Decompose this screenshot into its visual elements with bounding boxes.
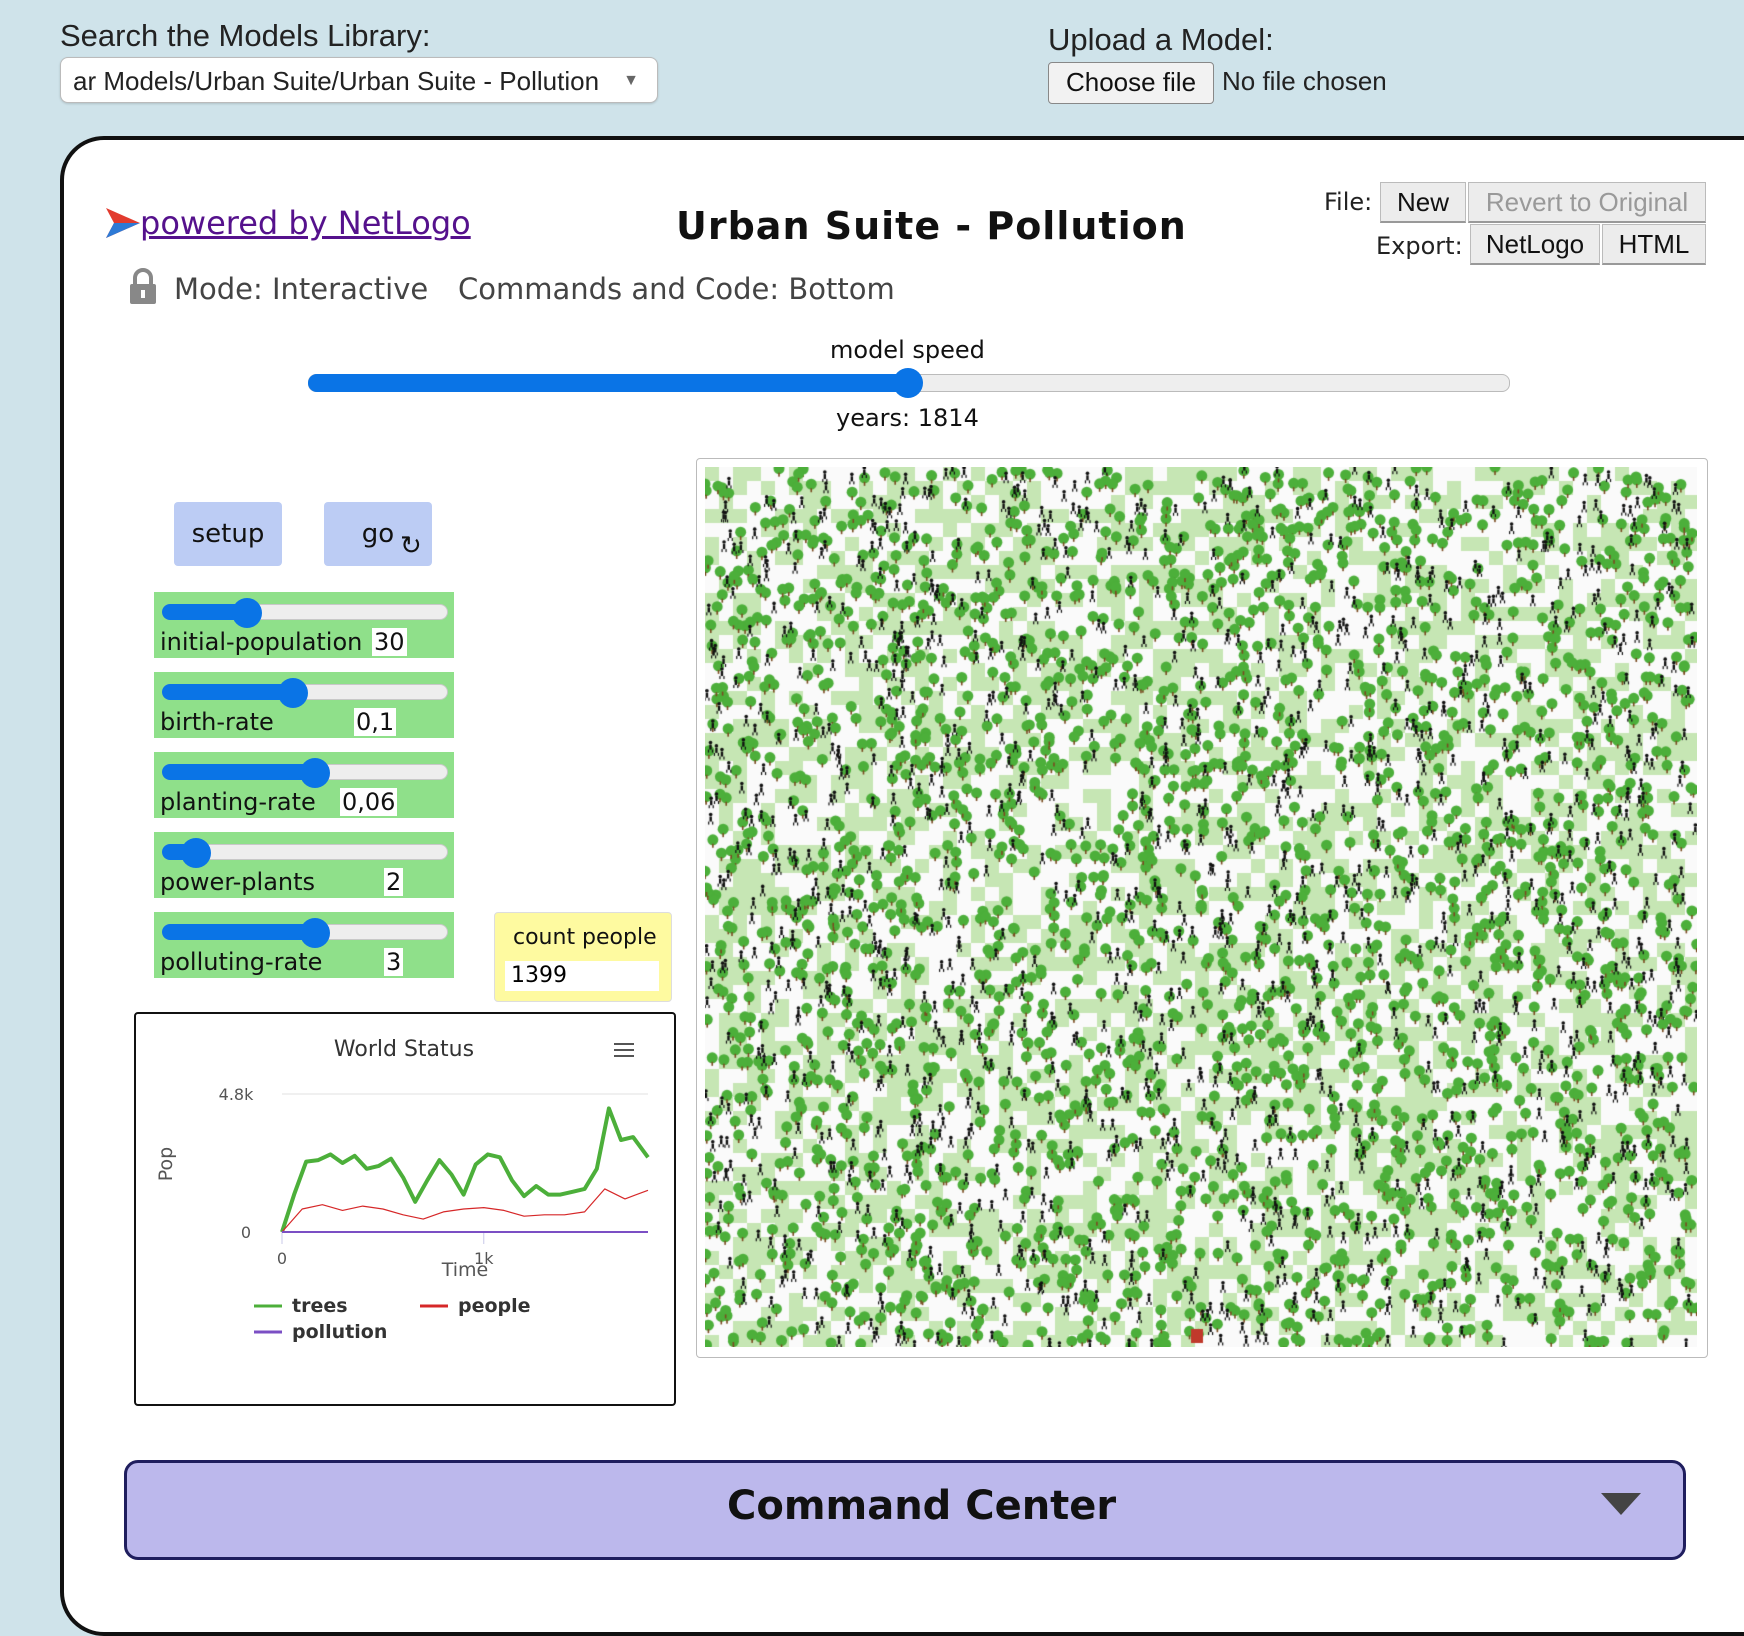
slider-name: birth-rate xyxy=(160,708,274,736)
file-label: File: xyxy=(1324,188,1373,216)
model-select[interactable]: ar Models/Urban Suite/Urban Suite - Poll… xyxy=(60,57,658,103)
slider-power-plants[interactable]: power-plants 2 xyxy=(154,832,454,898)
slider-fill xyxy=(162,924,315,940)
world-canvas[interactable] xyxy=(705,467,1697,1347)
chart-title: World Status xyxy=(334,1037,474,1062)
slider-fill xyxy=(162,684,293,700)
export-netlogo-button[interactable]: NetLogo xyxy=(1470,224,1600,265)
slider-thumb[interactable] xyxy=(300,758,330,788)
x-tick-label: 0 xyxy=(277,1249,287,1268)
speed-slider-thumb[interactable] xyxy=(893,368,923,398)
slider-fill xyxy=(162,764,315,780)
commands-position-toggle[interactable]: Commands and Code: Bottom xyxy=(458,272,895,306)
mode-toggle[interactable]: Mode: Interactive xyxy=(174,272,429,306)
slider-value: 30 xyxy=(372,628,407,656)
slider-value: 2 xyxy=(384,868,404,896)
slider-polluting-rate[interactable]: polluting-rate 3 xyxy=(154,912,454,978)
go-button[interactable]: go xyxy=(324,502,432,566)
slider-thumb[interactable] xyxy=(278,678,308,708)
slider-thumb[interactable] xyxy=(300,918,330,948)
model-title: Urban Suite - Pollution xyxy=(676,204,1187,248)
speed-label: model speed xyxy=(830,336,985,364)
command-center[interactable]: Command Center xyxy=(124,1460,1686,1560)
no-file-text: No file chosen xyxy=(1222,66,1387,96)
export-label: Export: xyxy=(1376,232,1463,260)
lock-icon[interactable] xyxy=(128,268,158,306)
slider-planting-rate[interactable]: planting-rate 0,06 xyxy=(154,752,454,818)
monitor-value: 1399 xyxy=(505,961,659,991)
slider-value: 3 xyxy=(384,948,404,976)
export-html-button[interactable]: HTML xyxy=(1602,224,1706,265)
world-view[interactable] xyxy=(696,458,1708,1358)
monitor-label: count people xyxy=(513,925,657,950)
go-button-label: go xyxy=(361,519,395,549)
model-select-value: ar Models/Urban Suite/Urban Suite - Poll… xyxy=(73,66,600,96)
legend-label-pollution: pollution xyxy=(292,1321,387,1343)
choose-file-button[interactable]: Choose file xyxy=(1048,62,1214,104)
speed-slider-fill xyxy=(308,374,908,392)
netlogo-logo-icon xyxy=(106,208,140,238)
slider-name: polluting-rate xyxy=(160,948,323,976)
x-axis-label: Time xyxy=(441,1259,489,1281)
slider-value: 0,1 xyxy=(354,708,397,736)
y-tick-label: 4.8k xyxy=(219,1085,254,1104)
legend-label-people: people xyxy=(458,1295,531,1317)
new-button[interactable]: New xyxy=(1380,182,1466,223)
slider-value: 0,06 xyxy=(340,788,398,816)
dropdown-arrow-icon: ▼ xyxy=(623,72,639,89)
slider-name: power-plants xyxy=(160,868,316,896)
y-axis-label: Pop xyxy=(155,1147,177,1181)
world-status-plot: World Status 0 4.8k 0 1k Time Pop trees people po… xyxy=(134,1012,676,1406)
ticks-label: years: 1814 xyxy=(836,404,979,432)
series-line-trees xyxy=(280,1106,650,1233)
powered-by-link[interactable]: powered by NetLogo xyxy=(140,204,471,242)
slider-birth-rate[interactable]: birth-rate 0,1 xyxy=(154,672,454,738)
x-tick-label: 1k xyxy=(474,1249,494,1268)
slider-name: initial-population xyxy=(160,628,363,656)
revert-button[interactable]: Revert to Original xyxy=(1468,182,1706,223)
y-tick-label: 0 xyxy=(241,1223,251,1242)
search-label: Search the Models Library: xyxy=(60,18,431,53)
count-people-monitor: count people 1399 xyxy=(494,912,672,1002)
slider-thumb[interactable] xyxy=(232,598,262,628)
upload-label: Upload a Model: xyxy=(1048,22,1274,57)
command-center-title: Command Center xyxy=(727,1483,1117,1529)
slider-fill xyxy=(162,604,247,620)
slider-thumb[interactable] xyxy=(181,838,211,868)
forever-icon: ↻ xyxy=(400,530,422,560)
setup-button[interactable]: setup xyxy=(174,502,282,566)
series-line-people xyxy=(281,1188,649,1233)
legend-label-trees: trees xyxy=(292,1295,348,1317)
slider-name: planting-rate xyxy=(160,788,316,816)
slider-initial-population[interactable]: initial-population 30 xyxy=(154,592,454,658)
collapse-arrow-icon[interactable] xyxy=(1601,1493,1641,1515)
